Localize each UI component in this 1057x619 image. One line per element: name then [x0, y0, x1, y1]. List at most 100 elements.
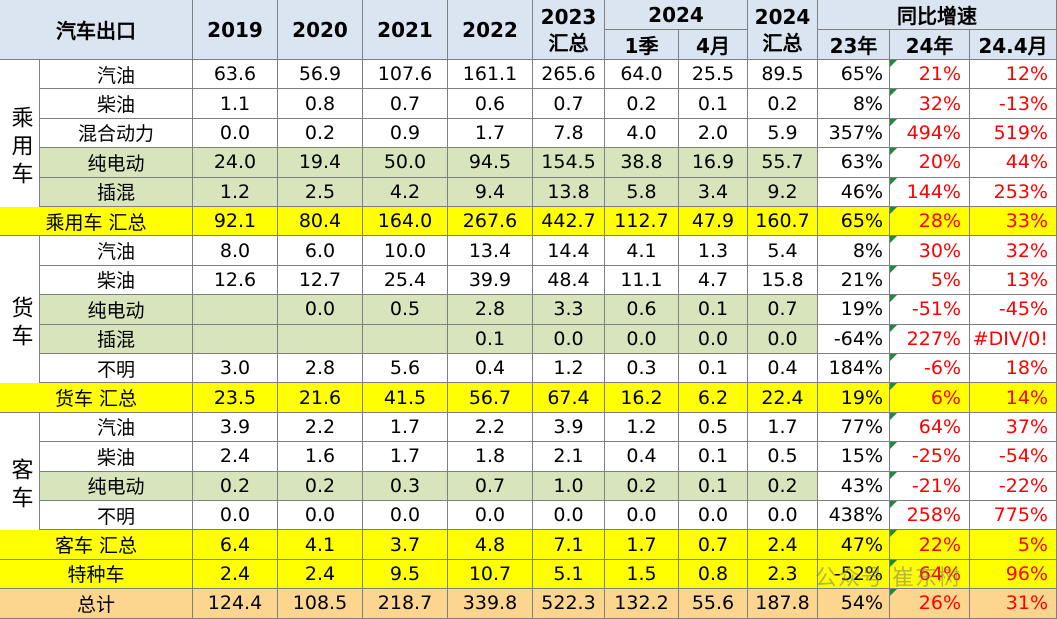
table-cell: 18%	[970, 354, 1057, 384]
table-cell: 0.0	[748, 501, 818, 531]
category-text: 乘用车	[7, 105, 33, 190]
table-cell: 1.7	[448, 118, 533, 149]
table-cell: 0.1	[679, 471, 748, 501]
table-cell: 775%	[970, 501, 1057, 531]
table-cell: 56.9	[278, 60, 363, 90]
table-cell: -64%	[818, 324, 890, 354]
table-cell: 2.0	[679, 118, 748, 149]
table-cell: 15.8	[748, 265, 818, 296]
table-cell: 253%	[970, 177, 1057, 207]
table-cell: 2.8	[448, 295, 533, 325]
table-cell: 2.8	[278, 354, 363, 384]
table-cell: 22%	[890, 530, 970, 560]
table-cell: 2.4	[193, 559, 278, 590]
table-cell: 2.4	[748, 530, 818, 560]
row-label: 总计	[0, 589, 193, 619]
table-cell: 64%	[890, 559, 970, 590]
table-cell: 5.6	[363, 354, 448, 384]
row-label: 特种车	[0, 559, 193, 590]
header-corner: 汽车出口	[0, 0, 193, 60]
table-cell: 187.8	[748, 589, 818, 619]
table-cell: 6.0	[278, 236, 363, 266]
table-cell: 1.8	[448, 442, 533, 472]
table-cell: 108.5	[278, 589, 363, 619]
table-cell: 0.2	[605, 471, 679, 501]
table-cell: 92.1	[193, 207, 278, 237]
table-cell: 160.7	[748, 207, 818, 237]
table-cell: 0.7	[448, 471, 533, 501]
table-cell: 26%	[890, 589, 970, 619]
table-cell: 0.1	[679, 354, 748, 384]
table-cell: 10.0	[363, 236, 448, 266]
table-cell: 4.2	[363, 177, 448, 207]
table-cell: 0.2	[278, 471, 363, 501]
table-cell: -25%	[890, 442, 970, 472]
table-cell: 124.4	[193, 589, 278, 619]
table-cell: 94.5	[448, 148, 533, 178]
table-cell: -54%	[970, 442, 1057, 472]
table-cell: 0.8	[679, 559, 748, 590]
table-cell: 9.5	[363, 559, 448, 590]
table-cell: 31%	[970, 589, 1057, 619]
table-cell: -21%	[890, 471, 970, 501]
table-cell: 265.6	[533, 60, 605, 90]
table-cell: 0.4	[605, 442, 679, 472]
table-cell	[363, 324, 448, 354]
table-cell: 3.0	[193, 354, 278, 384]
table-cell: 1.0	[533, 471, 605, 501]
table-cell: -45%	[970, 295, 1057, 325]
header-2023-total: 2023 汇总	[533, 0, 605, 60]
table-cell: 0.4	[448, 354, 533, 384]
table-cell: 21.6	[278, 383, 363, 413]
table-cell: 357%	[818, 118, 890, 149]
table-cell: 161.1	[448, 60, 533, 90]
table-cell: 43%	[818, 471, 890, 501]
table-cell: 21%	[890, 60, 970, 90]
table-cell: 13.8	[533, 177, 605, 207]
table-cell: 0.0	[679, 501, 748, 531]
table-cell: 32%	[970, 236, 1057, 266]
table-cell: -51%	[890, 295, 970, 325]
table-cell: 55.6	[679, 589, 748, 619]
table-cell: 3.9	[193, 412, 278, 443]
table-cell: 5.9	[748, 118, 818, 149]
table-cell: 0.5	[679, 412, 748, 443]
table-cell: 0.0	[605, 324, 679, 354]
table-cell: 2.4	[278, 559, 363, 590]
table-cell: 6%	[890, 383, 970, 413]
table-cell: 16.9	[679, 148, 748, 178]
table-cell: 22.4	[748, 383, 818, 413]
table-cell: 494%	[890, 118, 970, 149]
table-cell: 0.0	[448, 501, 533, 531]
table-cell: 2.2	[278, 412, 363, 443]
table-cell: 132.2	[605, 589, 679, 619]
table-cell: 0.3	[605, 354, 679, 384]
table-cell: 47%	[818, 530, 890, 560]
table-cell: 112.7	[605, 207, 679, 237]
row-label: 混合动力	[40, 118, 193, 149]
header-yoy-sub: 23年	[818, 30, 890, 60]
table-cell: 48.4	[533, 265, 605, 296]
table-cell: 5%	[890, 265, 970, 296]
table-cell: 0.3	[363, 471, 448, 501]
table-cell: 32%	[890, 89, 970, 119]
table-cell: 12.7	[278, 265, 363, 296]
table-cell: 0.0	[748, 324, 818, 354]
table-cell: 65%	[818, 207, 890, 237]
category-text: 客车	[7, 457, 33, 514]
table-cell: -13%	[970, 89, 1057, 119]
table-cell: 12.6	[193, 265, 278, 296]
table-cell: 2.1	[533, 442, 605, 472]
table-cell: 5.1	[533, 559, 605, 590]
table-cell: 0.0	[533, 501, 605, 531]
table-cell: 77%	[818, 412, 890, 443]
table-cell: 64.0	[605, 60, 679, 90]
table-cell: 5.4	[748, 236, 818, 266]
table-cell: 7.1	[533, 530, 605, 560]
table-cell: 0.0	[679, 324, 748, 354]
table-cell: 1.3	[679, 236, 748, 266]
row-label: 客车 汇总	[0, 530, 193, 560]
table-cell: 0.0	[278, 501, 363, 531]
table-cell: 54%	[818, 589, 890, 619]
table-cell: 2.2	[448, 412, 533, 443]
